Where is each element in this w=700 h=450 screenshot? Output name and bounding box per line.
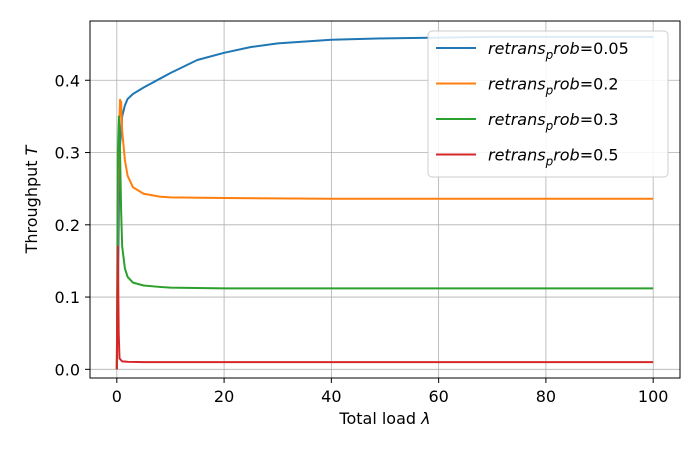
x-tick-label: 40 bbox=[321, 387, 341, 406]
x-tick-label: 20 bbox=[214, 387, 234, 406]
legend: retransprob=0.05 retransprob=0.2 retranspr… bbox=[427, 30, 669, 178]
series-line-2 bbox=[115, 115, 654, 370]
y-tick-label: 0.0 bbox=[55, 360, 80, 379]
x-tick-label: 60 bbox=[428, 387, 448, 406]
series-line-1 bbox=[115, 98, 654, 370]
x-tick-label: 0 bbox=[112, 387, 122, 406]
y-tick-label: 0.3 bbox=[55, 144, 80, 163]
x-tick-label: 100 bbox=[638, 387, 669, 406]
y-axis-label: Throughput T bbox=[22, 144, 41, 254]
x-axis-label: Total load λ bbox=[338, 409, 430, 428]
y-tick-label: 0.2 bbox=[55, 216, 80, 235]
plot-frame bbox=[89, 20, 681, 379]
legend-label-1: retransprob=0.2 bbox=[488, 75, 619, 98]
y-tick-label: 0.4 bbox=[55, 71, 80, 90]
x-tick-label: 80 bbox=[536, 387, 556, 406]
legend-label-0: retransprob=0.05 bbox=[488, 39, 629, 62]
legend-label-2: retransprob=0.3 bbox=[488, 110, 619, 133]
y-tick-label: 0.1 bbox=[55, 288, 80, 307]
series-line-3 bbox=[115, 245, 654, 370]
ticks: 0 20 40 60 80 100 0.0 0.1 0.2 0.3 0.4 bbox=[55, 71, 669, 406]
legend-label-3: retransprob=0.5 bbox=[488, 146, 619, 169]
legend-box bbox=[427, 30, 669, 178]
